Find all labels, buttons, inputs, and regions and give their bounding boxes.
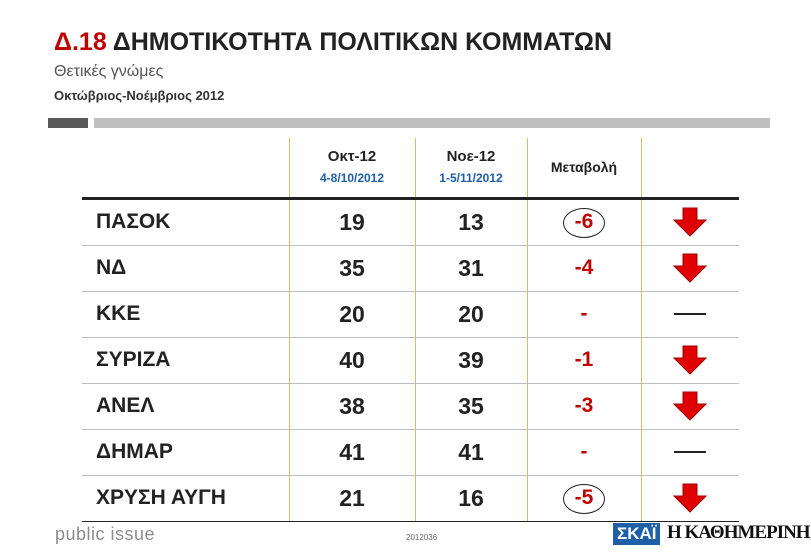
value-nov: 20 [458,301,484,327]
column-header-label: Νοε-12 [446,148,496,165]
value-oct: 19 [339,209,365,235]
value-change: -4 [574,256,594,279]
value-oct: 35 [339,255,365,281]
value-nov: 35 [458,393,484,419]
value-nov: 41 [458,439,484,465]
row-divider [82,429,739,430]
header-bar-light [94,118,770,128]
value-change: - [580,302,588,325]
down-arrow-icon [673,207,707,237]
value-change: -3 [574,394,594,417]
report-code: 2012036 [406,533,438,542]
column-divider [527,138,528,521]
party-name: ΠΑΣΟΚ [96,210,171,233]
value-oct: 21 [339,485,365,511]
value-change: - [580,440,588,463]
party-name: ΚΚΕ [96,302,141,325]
value-change: -1 [574,348,594,371]
subtitle: Θετικές γνώμες [54,63,164,80]
column-header-dates: 4-8/10/2012 [319,171,385,185]
change-highlight-circle [563,208,605,238]
row-divider [82,383,739,384]
value-nov: 31 [458,255,484,281]
row-divider [82,475,739,476]
row-divider [82,521,739,522]
down-arrow-icon [673,345,707,375]
value-oct: 20 [339,301,365,327]
page-title: Δ.18 ΔΗΜΟΤΙΚΟΤΗΤΑ ΠΟΛΙΤΙΚΩΝ ΚΟΜΜΑΤΩΝ [54,28,612,57]
source-label: public issue [55,524,156,544]
value-oct: 38 [339,393,365,419]
column-header: Νοε-12 1-5/11/2012 [415,148,527,185]
row-divider [82,291,739,292]
change-highlight-circle [563,484,605,514]
column-header-dates: 1-5/11/2012 [439,171,503,185]
no-change-dash-icon [674,451,706,453]
party-name: ΑΝΕΛ [96,394,155,417]
value-oct: 40 [339,347,365,373]
skai-logo: ΣΚΑΪ [613,523,661,545]
column-divider [289,138,290,521]
down-arrow-icon [673,483,707,513]
down-arrow-icon [673,391,707,421]
period: Οκτώβριος-Νοέμβριος 2012 [54,88,225,103]
row-divider [82,337,739,338]
party-name: ΝΔ [96,256,127,279]
column-header: Οκτ-12 4-8/10/2012 [289,148,415,185]
party-name: ΧΡΥΣΗ ΑΥΓΗ [96,486,226,509]
value-nov: 16 [458,485,484,511]
kathimerini-logo: Η ΚΑΘΗΜΕΡΙΝΗ [667,522,811,543]
column-divider [641,138,642,521]
row-divider [82,245,739,246]
party-name: ΣΥΡΙΖΑ [96,348,171,371]
section-code: Δ.18 [54,28,107,56]
value-nov: 39 [458,347,484,373]
value-oct: 41 [339,439,365,465]
column-divider [415,138,416,521]
header-divider [82,197,739,200]
column-header-change: Μεταβολή [550,159,618,175]
value-nov: 13 [458,209,484,235]
no-change-dash-icon [674,313,706,315]
party-name: ΔΗΜΑΡ [96,440,173,463]
column-header-label: Οκτ-12 [327,148,377,165]
header-bar-dark [48,118,88,128]
down-arrow-icon [673,253,707,283]
title-text: ΔΗΜΟΤΙΚΟΤΗΤΑ ΠΟΛΙΤΙΚΩΝ ΚΟΜΜΑΤΩΝ [112,28,613,56]
